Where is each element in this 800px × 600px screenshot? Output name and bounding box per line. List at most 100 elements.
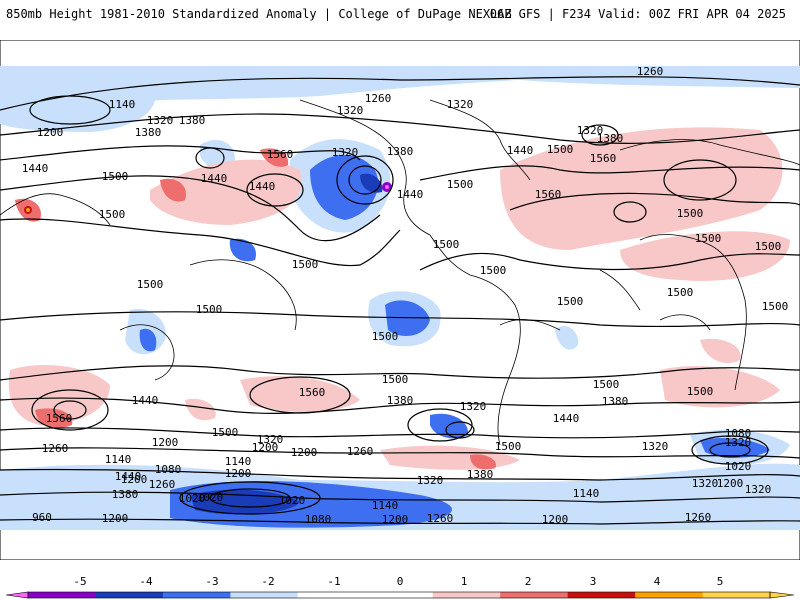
contour-label: 1560 [299,386,326,399]
contour-label: 1500 [755,240,782,253]
colorbar-swatch [500,592,569,598]
colorbar-tick-label: -1 [327,575,341,588]
colorbar-tick-label: 4 [653,575,661,588]
contour-label: 1440 [132,394,159,407]
height-contours [0,76,800,525]
contour-label: 1500 [593,378,620,391]
contour-label: 1200 [225,467,252,480]
contour-label: 1380 [112,488,139,501]
colorbar-tick-label: 0 [396,575,404,588]
contour-label: 1140 [573,487,600,500]
contour-label: 1200 [102,512,129,525]
contour-label: 1320 [447,98,474,111]
colorbar-swatch [28,592,96,598]
contour-label: 1380 [387,394,414,407]
contour-label: 1500 [102,170,129,183]
contour-label: 1500 [695,232,722,245]
colorbar-tick-label: 5 [716,575,724,588]
colorbar [5,591,795,599]
colorbar-tick-label: -2 [261,575,275,588]
coastlines [0,99,800,446]
colorbar-swatch [567,592,636,598]
contour-label: 1320 [147,114,174,127]
contour-label: 1500 [292,258,319,271]
contour-label: 1320 [692,477,719,490]
contour-label: 1140 [109,98,136,111]
contour-label: 1440 [397,188,424,201]
contour-label: 1320 [337,104,364,117]
contour-label: 1500 [372,330,399,343]
contour-label: 1380 [597,132,624,145]
contour-label: 1320 [642,440,669,453]
colorbar-swatch [365,592,434,598]
contour-label: 1560 [590,152,617,165]
contour-label: 1140 [105,453,132,466]
contour-label: 1200 [717,477,744,490]
contour-label: 1380 [602,395,629,408]
colorbar-tick-label: 1 [460,575,468,588]
colorbar-tick-label: 2 [524,575,532,588]
colorbar-swatch [702,592,771,598]
contour-label: 1320 [332,146,359,159]
contour-label: 1440 [201,172,228,185]
colorbar-tick-label: -5 [73,575,87,588]
contour-label: 1440 [249,180,276,193]
contour-label: 1200 [382,513,409,526]
colorbar-tick-label: -3 [205,575,219,588]
model-run-info: 06Z GFS | F234 Valid: 00Z FRI APR 04 202… [489,7,786,21]
anomaly-fill-layer [0,66,800,530]
colorbar-swatches [5,591,795,599]
contour-label: 1500 [212,426,239,439]
contour-label: 1320 [460,400,487,413]
contour-label: 1500 [677,207,704,220]
contour-label: 1260 [347,445,374,458]
contour-label: 1500 [495,440,522,453]
contour-label: 1320 [745,483,772,496]
contour-label: 1080 [155,463,182,476]
map-title: 850mb Height 1981-2010 Standardized Anom… [6,7,512,21]
contour-label: 1200 [252,441,279,454]
contour-label: 1500 [557,295,584,308]
contour-label: 1500 [762,300,789,313]
contour-label: 1200 [121,473,148,486]
contour-label: 1500 [433,238,460,251]
contour-label: 1500 [137,278,164,291]
contour-label: 1380 [467,468,494,481]
contour-label: 1020 [197,491,224,504]
contour-label: 1500 [196,303,223,316]
contour-label: 1560 [535,188,562,201]
contour-label: 1080 [725,427,752,440]
contour-label: 1440 [115,470,142,483]
contour-label: 1260 [685,511,712,524]
contour-label: 1260 [365,92,392,105]
contour-label: 1020 [179,492,206,505]
colorbar-swatch [230,592,299,598]
contour-label: 1500 [99,208,126,221]
contour-label: 960 [32,511,52,524]
contour-label: 1020 [725,460,752,473]
contour-label: 1020 [279,494,306,507]
colorbar-swatch [432,592,501,598]
colorbar-tick-label: 3 [589,575,597,588]
colorbar-swatch [297,592,366,598]
contour-label: 1140 [225,455,252,468]
contour-label: 1200 [291,446,318,459]
contour-label: 1560 [267,148,294,161]
contour-label: 1500 [382,373,409,386]
colorbar-swatch [95,592,164,598]
contour-label: 1560 [46,412,73,425]
colorbar-tick-label: -4 [139,575,153,588]
contour-label: 1200 [37,126,64,139]
contour-label: 1260 [42,442,69,455]
contour-label: 1260 [427,512,454,525]
contour-label: 1500 [687,385,714,398]
contour-label: 1500 [547,143,574,156]
contour-label: 1440 [553,412,580,425]
colorbar-swatch [162,592,231,598]
contour-label: 1260 [637,65,664,78]
contour-label: 1440 [507,144,534,157]
contour-label: 1320 [257,433,284,446]
contour-label: 1500 [667,286,694,299]
